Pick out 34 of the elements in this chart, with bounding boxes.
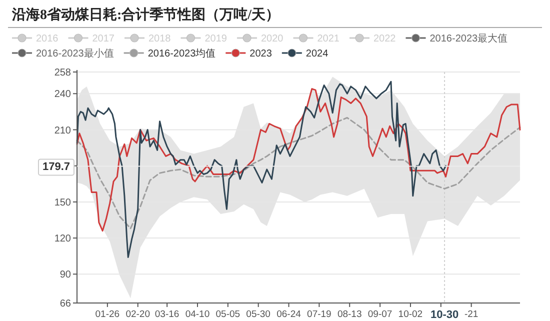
x-tick-label: 05-05 (216, 309, 240, 320)
x-tick-label: 04-10 (185, 309, 210, 320)
x-tick-label: -21 (464, 309, 478, 320)
y-tick-label: 66 (60, 298, 72, 310)
legend-label: 2024 (306, 48, 329, 60)
ref-line-label: 10-30 (430, 309, 459, 321)
x-tick-label: 02-20 (126, 309, 150, 320)
x-tick-label: 07-19 (307, 309, 332, 320)
ref-line: 179.7 (38, 158, 520, 176)
line-series (76, 80, 447, 258)
line-series (76, 88, 521, 232)
chart-title: 沿海8省动煤日耗:合计季节性图（万吨/天） (11, 6, 280, 23)
x-tick-label: 08-13 (337, 309, 362, 320)
legend-label: 2016-2023最小值 (36, 48, 114, 60)
x-tick-label: 10-02 (398, 309, 423, 320)
ref-line: 10-30 (427, 308, 462, 321)
x-tick-label: 06-24 (276, 309, 301, 320)
legend-label: 2016-2023最大值 (430, 32, 508, 44)
y-tick-label: 210 (54, 125, 72, 136)
line-series (76, 116, 521, 230)
y-tick-label: 120 (54, 234, 72, 245)
x-tick-label: 01-26 (95, 309, 120, 320)
x-tick-label: 09-07 (368, 309, 392, 320)
y-tick-label: 150 (54, 197, 72, 208)
legend-only: 2016-2023最小值 (12, 48, 114, 60)
ref-line-label: 179.7 (42, 161, 70, 174)
legend-label: 2016-2023均值 (148, 48, 216, 60)
y-tick-label: 240 (54, 89, 72, 100)
legend-only: 2016-2023最大值 (406, 34, 508, 44)
y-tick-label: 258 (54, 68, 72, 78)
y-tick-label: 90 (60, 270, 72, 281)
x-tick-label: 05-30 (246, 309, 270, 320)
x-tick-label: 03-16 (154, 309, 180, 320)
legend-label: 2023 (250, 48, 272, 60)
